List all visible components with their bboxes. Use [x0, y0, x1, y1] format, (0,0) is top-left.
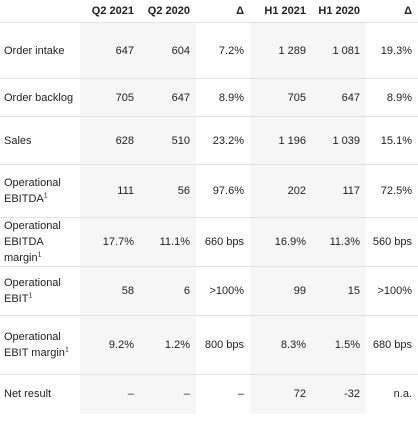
row-label: Operational EBIT1 — [0, 266, 80, 316]
table-cell: 58 — [80, 266, 140, 316]
table-cell: 8.9% — [366, 78, 418, 117]
table-cell: 99 — [250, 266, 312, 316]
table-cell: 647 — [140, 78, 196, 117]
table-row: Order backlog 705 647 8.9% 705 647 8.9% — [0, 78, 418, 117]
row-label-text: Sales — [4, 134, 32, 147]
table-row: Order intake 647 604 7.2% 1 289 1 081 19.3% — [0, 22, 418, 79]
table-header-row: Q2 2021 Q2 2020 Δ H1 2021 H1 2020 Δ — [0, 0, 418, 23]
row-label: Sales — [0, 116, 80, 165]
column-header — [0, 0, 80, 23]
table-cell: 1.2% — [140, 315, 196, 375]
table-cell: 111 — [80, 164, 140, 218]
table-row: Operational EBITDA1 111 56 97.6% 202 117 72.5% — [0, 164, 418, 218]
table-cell: >100% — [196, 266, 250, 316]
row-label: Net result — [0, 374, 80, 414]
column-header: H1 2020 — [312, 0, 366, 23]
table-cell: – — [140, 374, 196, 414]
table-cell: 604 — [140, 22, 196, 79]
table-cell: 23.2% — [196, 116, 250, 165]
row-label-text: Operational EBIT margin — [4, 331, 65, 359]
table-row: Sales 628 510 23.2% 1 196 1 039 15.1% — [0, 116, 418, 165]
table-cell: -32 — [312, 374, 366, 414]
table-cell: 680 bps — [366, 315, 418, 375]
row-label: Operational EBIT margin1 — [0, 315, 80, 375]
column-header: H1 2021 — [250, 0, 312, 23]
table-cell: 660 bps — [196, 217, 250, 267]
row-label: Operational EBITDA1 — [0, 164, 80, 218]
table-cell: 1 196 — [250, 116, 312, 165]
table-cell: 1 289 — [250, 22, 312, 79]
row-label-text: Operational EBITDA — [4, 177, 61, 205]
table-row: Operational EBITDA margin1 17.7% 11.1% 660 … — [0, 217, 418, 267]
table-cell: 800 bps — [196, 315, 250, 375]
column-header: Δ — [366, 0, 418, 23]
footnote-marker: 1 — [43, 192, 48, 200]
table-cell: – — [196, 374, 250, 414]
row-label-text: Operational EBITDA margin — [4, 220, 61, 264]
table-cell: 72 — [250, 374, 312, 414]
table-cell: 117 — [312, 164, 366, 218]
table-cell: 19.3% — [380, 44, 412, 57]
table-cell: 6 — [140, 266, 196, 316]
table-cell: 8.3% — [250, 315, 312, 375]
row-label: Order intake — [0, 23, 80, 79]
table-cell: – — [80, 374, 140, 414]
table-cell: 17.7% — [80, 217, 140, 267]
row-label: Operational EBITDA margin1 — [0, 217, 80, 267]
table-cell: 560 bps — [366, 217, 418, 267]
footnote-marker: 1 — [28, 292, 33, 300]
table-cell: 628 — [80, 116, 140, 165]
table-cell: 510 — [140, 116, 196, 165]
table-cell: 202 — [250, 164, 312, 218]
table-row: Operational EBIT1 58 6 >100% 99 15 >100% — [0, 266, 418, 316]
table-cell: n.a. — [366, 374, 418, 414]
table-cell: 705 — [250, 78, 312, 117]
footnote-marker: 1 — [64, 346, 69, 354]
table-cell: 8.9% — [196, 78, 250, 117]
table-cell: 705 — [80, 78, 140, 117]
table-cell: 1 039 — [312, 116, 366, 165]
table-row: Net result – – –72 -32 n.a. — [0, 374, 418, 414]
table-cell: 97.6% — [196, 164, 250, 218]
row-label: Order backlog — [0, 78, 80, 117]
column-header: Q2 2020 — [140, 0, 196, 23]
table-cell: 647 — [312, 78, 366, 117]
table-cell: 1.5% — [312, 315, 366, 375]
row-label-text: Operational EBIT — [4, 277, 61, 305]
footnote-marker: 1 — [37, 251, 42, 259]
table-cell: 647 — [80, 22, 140, 79]
table-cell: 15 — [312, 266, 366, 316]
column-header: Δ — [196, 0, 250, 23]
table-cell: 11.1% — [140, 217, 196, 267]
table-row: Operational EBIT margin1 9.2% 1.2% 800 bps 8… — [0, 315, 418, 375]
table-cell: 56 — [140, 164, 196, 218]
table-cell: 9.2% — [80, 315, 140, 375]
row-label-text: Order intake — [4, 44, 65, 57]
table-cell: >100% — [366, 266, 418, 316]
table-cell: 1 081 — [312, 22, 366, 79]
row-label-text: Net result — [4, 388, 52, 401]
row-label-text: Order backlog — [4, 91, 74, 104]
financial-summary-table: Q2 2021 Q2 2020 Δ H1 2021 H1 2020 Δ Orde… — [0, 0, 418, 414]
table-cell: 16.9% — [250, 217, 312, 267]
table-cell: 11.3% — [312, 217, 366, 267]
column-header: Q2 2021 — [80, 0, 140, 23]
table-cell: 72.5% — [366, 164, 418, 218]
table-cell: 7.2% — [218, 44, 244, 57]
table-cell: 15.1% — [366, 116, 418, 165]
